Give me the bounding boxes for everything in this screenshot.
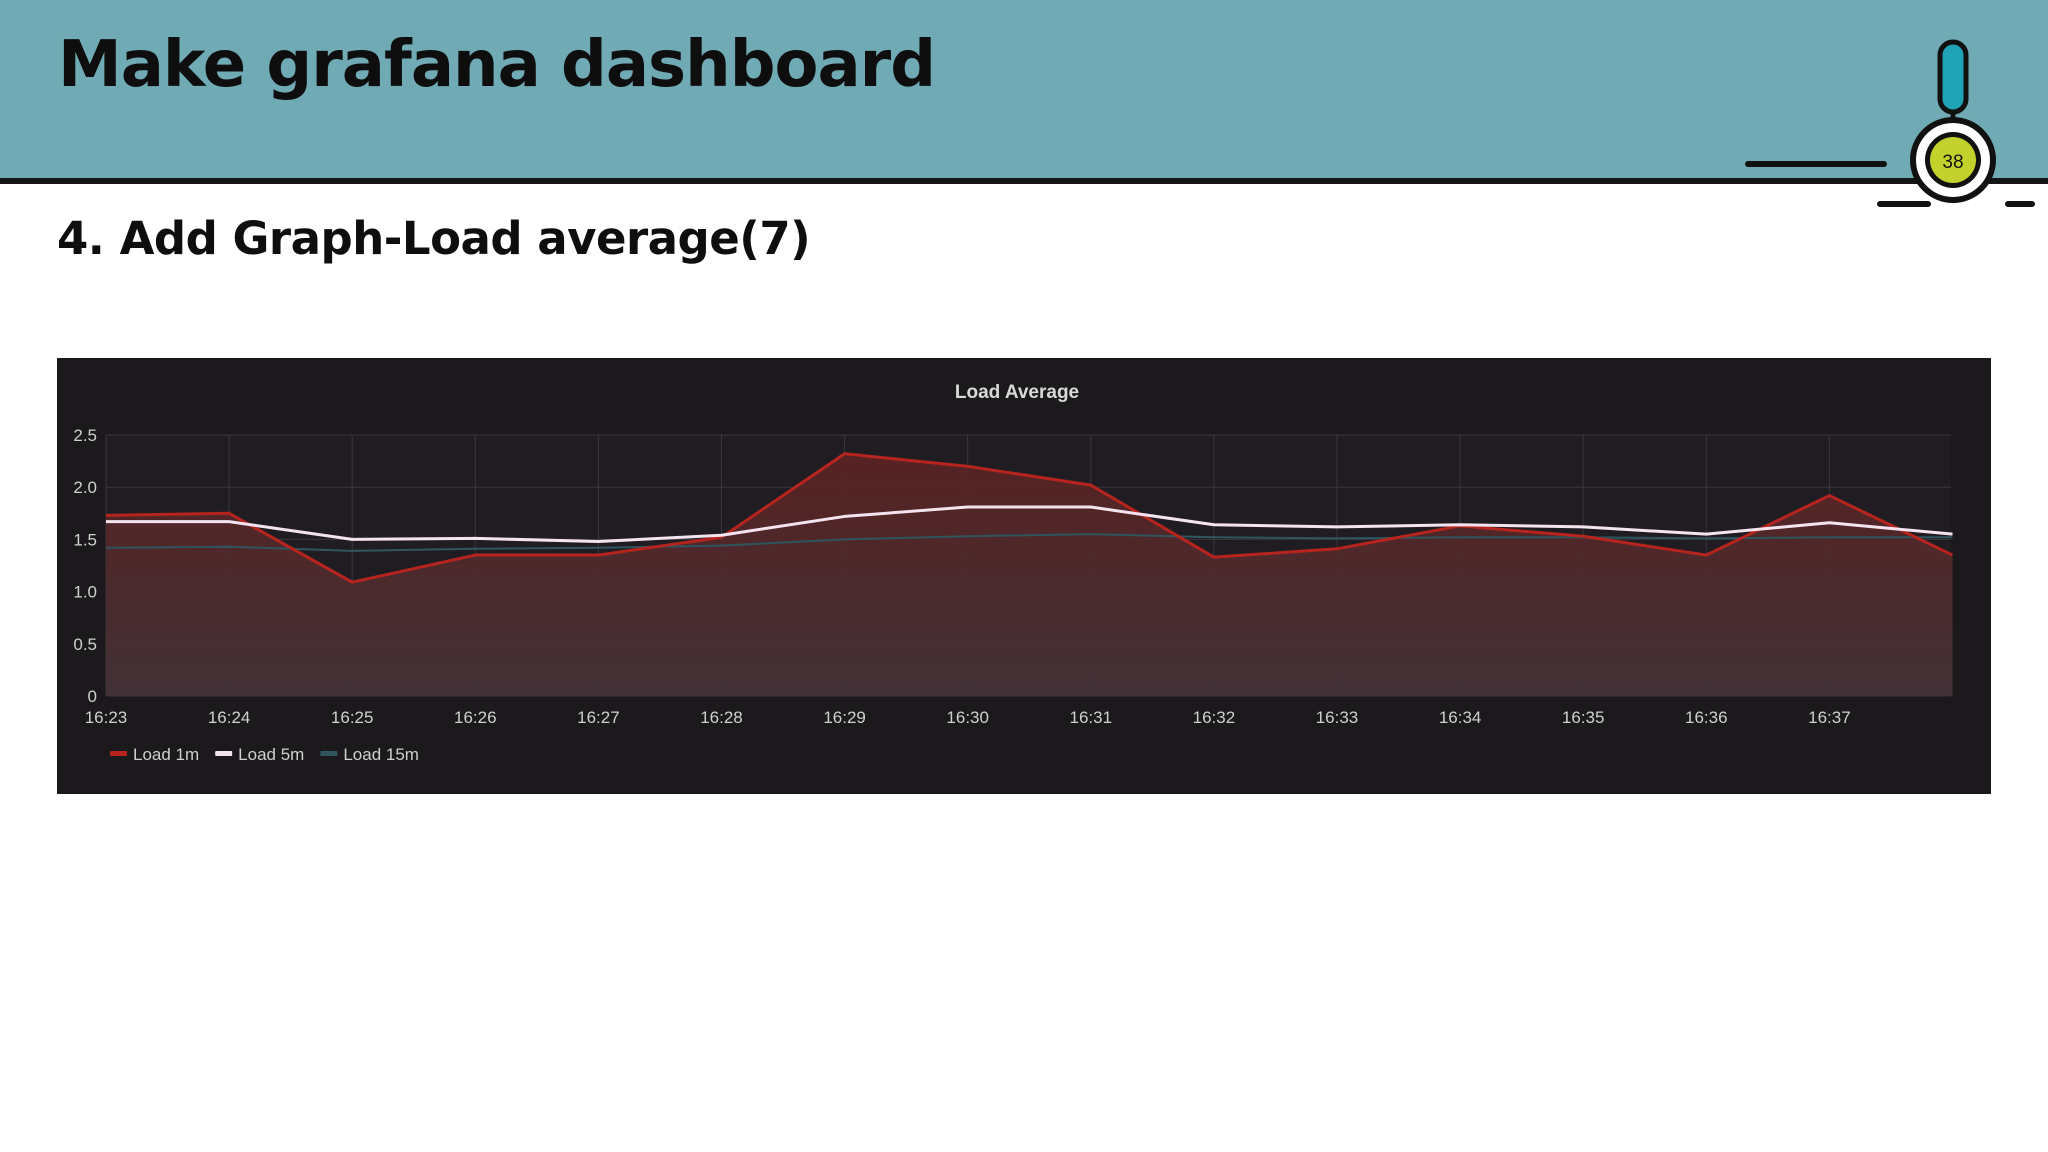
legend-label: Load 1m — [133, 745, 199, 764]
x-tick-label: 16:24 — [208, 708, 251, 727]
header-band — [0, 0, 2048, 178]
x-tick-label: 16:31 — [1070, 708, 1113, 727]
header-rule — [0, 178, 2048, 184]
slide-title: Make grafana dashboard — [58, 28, 936, 102]
series-line-load-5m — [106, 505, 1953, 543]
x-tick-label: 16:25 — [331, 708, 374, 727]
section-heading: 4. Add Graph-Load average(7) — [57, 212, 811, 265]
legend-swatch — [110, 751, 127, 756]
x-tick-label: 16:26 — [454, 708, 497, 727]
x-tick-label: 16:32 — [1193, 708, 1236, 727]
x-tick-label: 16:33 — [1316, 708, 1359, 727]
y-tick-label: 2.5 — [73, 426, 97, 445]
y-tick-label: 1.0 — [73, 583, 97, 602]
grafana-panel: Load Average 0 0.5 1.0 1.5 2.0 2.5 16:23 16:24… — [57, 358, 1991, 794]
y-tick-label: 0 — [88, 687, 97, 706]
y-tick-label: 0.5 — [73, 635, 97, 654]
legend-label: Load 15m — [343, 745, 419, 764]
load-average-chart: Load Average 0 0.5 1.0 1.5 2.0 2.5 16:23 16:24… — [73, 382, 1954, 764]
x-tick-label: 16:28 — [700, 708, 743, 727]
x-tick-label: 16:37 — [1808, 708, 1851, 727]
pin-decoration: 38 — [1745, 39, 2035, 207]
page-number: 38 — [1942, 152, 1963, 173]
legend-swatch — [215, 751, 233, 756]
legend-swatch — [320, 751, 338, 756]
y-tick-label: 1.5 — [73, 530, 97, 549]
x-tick-label: 16:30 — [946, 708, 989, 727]
legend-label: Load 5m — [238, 745, 304, 764]
page-number-badge — [1930, 137, 1976, 183]
series-line-load-1m — [105, 452, 1954, 584]
chart-title: Load Average — [955, 382, 1079, 403]
x-tick-label: 16:23 — [85, 708, 128, 727]
x-tick-label: 16:27 — [577, 708, 620, 727]
x-tick-label: 16:29 — [823, 708, 866, 727]
series-line-load-15m — [105, 533, 1953, 552]
series-area-load-1m — [106, 453, 1953, 696]
x-tick-label: 16:34 — [1439, 708, 1482, 727]
y-tick-label: 2.0 — [73, 478, 97, 497]
x-tick-label: 16:36 — [1685, 708, 1728, 727]
x-tick-label: 16:35 — [1562, 708, 1605, 727]
